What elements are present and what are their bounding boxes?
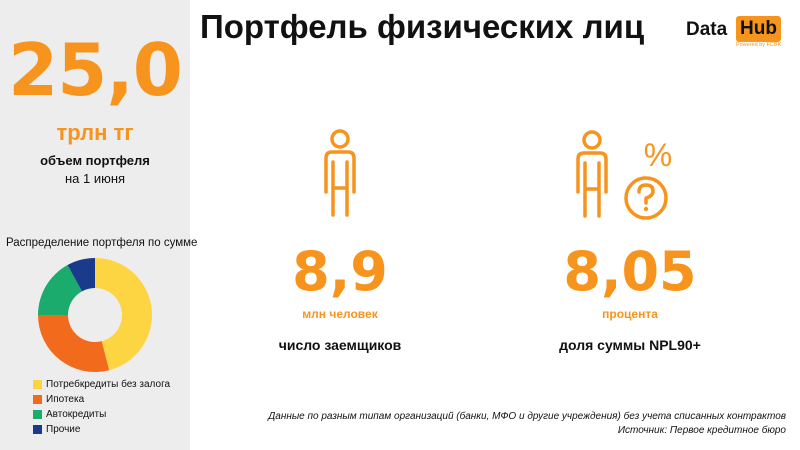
logo-powered-text: Powered by FCBK	[736, 42, 782, 48]
footnote-line-1: Данные по разным типам организаций (банк…	[268, 411, 786, 422]
donut-slice-1	[95, 258, 153, 371]
page-title: Портфель физических лиц	[200, 8, 645, 45]
legend-item: Потребкредиты без залога	[33, 377, 170, 392]
legend-label: Потребкредиты без залога	[46, 379, 171, 390]
borrowers-unit: млн человек	[302, 307, 378, 321]
legend-label: Прочие	[46, 424, 81, 435]
logo-hub-text: Hub	[736, 16, 781, 42]
portfolio-caption: объем портфеля	[40, 153, 150, 168]
npl-value: 8,05	[563, 240, 697, 303]
borrowers-caption: число заемщиков	[278, 337, 402, 353]
donut-slice-4	[67, 258, 95, 292]
svg-text:%: %	[644, 137, 672, 173]
portfolio-unit: трлн тг	[56, 120, 134, 145]
legend-swatch	[33, 425, 42, 434]
legend-label: Ипотека	[46, 394, 85, 405]
sidebar-panel: 25,0 трлн тг объем портфеля на 1 июня Ра…	[0, 0, 197, 450]
person-icon	[324, 129, 356, 217]
legend-swatch	[33, 410, 42, 419]
legend-item: Автокредиты	[33, 407, 170, 422]
donut-slice-3	[38, 265, 82, 315]
distribution-legend: Потребкредиты без залога Ипотека Автокреди…	[33, 377, 170, 437]
legend-item: Ипотека	[33, 392, 170, 407]
legend-swatch	[33, 395, 42, 404]
donut-slice-2	[38, 315, 110, 372]
person-percent-question-icon: %	[576, 130, 672, 220]
footnote-source: Источник: Первое кредитное бюро	[617, 425, 786, 436]
distribution-donut-chart	[38, 258, 153, 372]
portfolio-value: 25,0	[8, 28, 183, 112]
footnote: Данные по разным типам организаций (банк…	[268, 410, 786, 438]
logo-data-text: Data	[686, 19, 728, 40]
portfolio-date: на 1 июня	[64, 171, 126, 186]
legend-swatch	[33, 380, 42, 389]
borrowers-value: 8,9	[292, 240, 388, 303]
legend-item: Прочие	[33, 422, 170, 437]
npl-caption: доля суммы NPL90+	[559, 337, 701, 353]
legend-label: Автокредиты	[46, 409, 107, 420]
distribution-title: Распределение портфеля по сумме	[6, 237, 198, 249]
npl-unit: процента	[602, 307, 658, 321]
